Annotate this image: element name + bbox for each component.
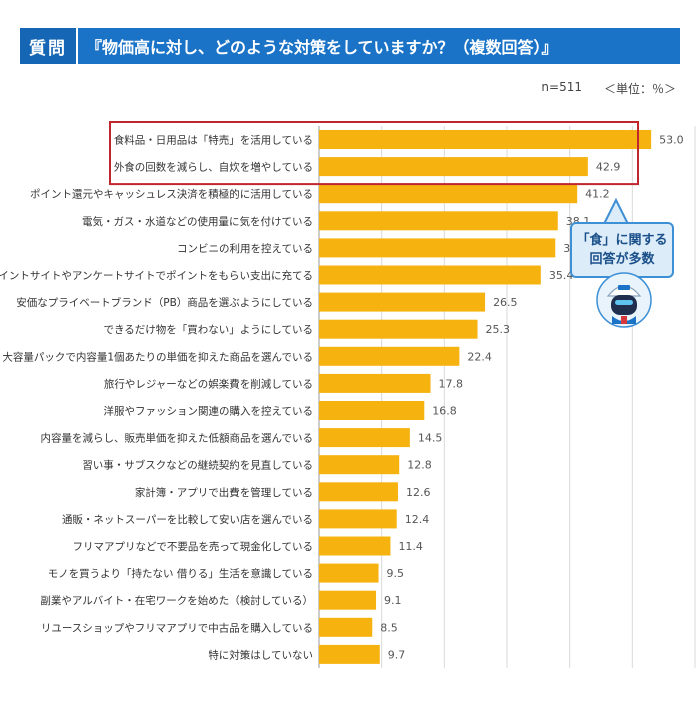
callout: 「食」に関する 回答が多数 <box>570 197 674 328</box>
mascot-icon <box>596 272 652 328</box>
value-label: 41.2 <box>585 188 610 201</box>
category-label: モノを買うより「持たない 借りる」生活を意識している <box>48 567 313 580</box>
category-label: 外食の回数を減らし、自炊を増やしている <box>114 161 313 174</box>
value-label: 26.5 <box>493 296 517 309</box>
value-label: 35.4 <box>549 269 574 282</box>
bar <box>319 319 478 339</box>
category-label: ポイント還元やキャッシュレス決済を積極的に活用している <box>30 188 313 201</box>
value-label: 9.5 <box>387 567 405 580</box>
callout-line-1: 「食」に関する <box>576 233 668 248</box>
bar <box>319 373 431 393</box>
bar <box>319 509 397 529</box>
category-label: 通販・ネットスーパーを比較して安い店を選んでいる <box>62 513 313 526</box>
category-label: 安価なプライベートブランド（PB）商品を選ぶようにしている <box>16 296 313 309</box>
category-label: 食料品・日用品は「特売」を活用している <box>114 134 313 147</box>
value-label: 25.3 <box>486 323 511 336</box>
bar <box>319 130 652 149</box>
question-header: 質問 『物価高に対し、どのような対策をしていますか？（複数回答）』 <box>20 28 680 64</box>
bar <box>319 401 425 420</box>
value-label: 53.0 <box>659 134 684 147</box>
bar <box>319 590 377 610</box>
bar <box>319 292 486 312</box>
value-label: 12.8 <box>407 459 432 472</box>
category-label: 旅行やレジャーなどの娯楽費を削減している <box>104 377 313 390</box>
bar <box>319 617 373 637</box>
category-label: リユースショップやフリマアプリで中古品を購入している <box>41 621 313 634</box>
category-label: フリマアプリなどで不要品を売って現金化している <box>73 540 313 553</box>
chart-meta: n=511 ＜単位：％＞ <box>541 80 676 97</box>
category-label: 洋服やファッション関連の購入を控えている <box>104 405 313 418</box>
bar <box>319 211 558 231</box>
unit-label: ＜単位：％＞ <box>603 82 676 96</box>
callout-line-2: 回答が多数 <box>589 252 655 267</box>
value-label: 22.4 <box>467 350 492 363</box>
bar <box>319 428 410 448</box>
value-label: 14.5 <box>418 432 443 445</box>
category-label: ポイントサイトやアンケートサイトでポイントをもらい支出に充てる <box>0 269 313 282</box>
bar <box>319 238 556 258</box>
category-label: 大容量パックで内容量1個あたりの単価を抑えた商品を選んでいる <box>2 350 313 363</box>
category-label: 特に対策はしていない <box>208 648 313 661</box>
bar <box>319 455 400 475</box>
question-text: 『物価高に対し、どのような対策をしていますか？（複数回答）』 <box>86 38 558 57</box>
bar <box>319 482 398 502</box>
bar <box>319 346 460 366</box>
category-label: 副業やアルバイト・在宅ワークを始めた（検討している） <box>40 594 313 607</box>
bar <box>319 536 391 556</box>
category-label: 電気・ガス・水道などの使用量に気を付けている <box>82 215 313 228</box>
bar <box>319 184 578 204</box>
value-label: 11.4 <box>398 540 423 553</box>
value-label: 16.8 <box>432 405 457 418</box>
bar <box>319 644 380 664</box>
value-label: 9.1 <box>384 594 402 607</box>
category-label: できるだけ物を「買わない」ようにしている <box>104 323 313 336</box>
category-label: 家計簿・アプリで出費を管理している <box>135 486 313 499</box>
value-label: 8.5 <box>380 621 398 634</box>
highlight-box <box>109 121 639 186</box>
bar <box>319 265 541 285</box>
question-badge: 質問 <box>20 28 78 64</box>
value-label: 12.4 <box>405 513 430 526</box>
value-label: 9.7 <box>388 648 406 661</box>
category-label: 内容量を減らし、販売単価を抑えた低額商品を選んでいる <box>41 432 313 445</box>
category-label: 習い事・サブスクなどの継続契約を見直している <box>82 459 313 472</box>
value-label: 17.8 <box>439 377 464 390</box>
callout-box: 「食」に関する 回答が多数 <box>570 222 674 278</box>
sample-size: n=511 <box>541 80 582 94</box>
value-label: 12.6 <box>406 486 431 499</box>
bar <box>319 563 379 583</box>
category-label: コンビニの利用を控えている <box>177 242 313 255</box>
bar <box>319 157 588 177</box>
value-label: 42.9 <box>596 161 621 174</box>
